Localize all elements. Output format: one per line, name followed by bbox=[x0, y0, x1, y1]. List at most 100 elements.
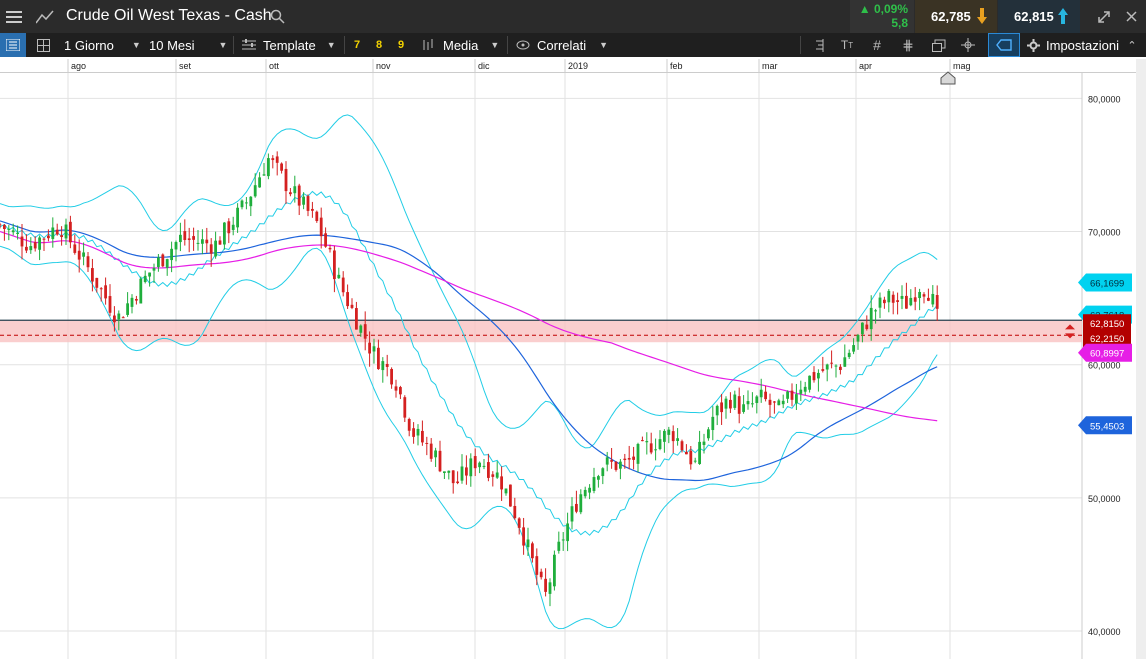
candle-body bbox=[601, 468, 605, 477]
candle-body bbox=[614, 461, 618, 470]
candle-body bbox=[834, 365, 838, 367]
sell-price: 62,785 bbox=[931, 9, 971, 24]
candle-body bbox=[421, 430, 424, 443]
candle-body bbox=[495, 472, 499, 478]
chevron-up-icon[interactable]: ⌃ bbox=[1127, 39, 1137, 52]
price-scale-icon[interactable] bbox=[810, 33, 828, 57]
candle-body bbox=[302, 196, 305, 205]
toolbar-divider bbox=[344, 36, 345, 54]
bollinger-upper bbox=[0, 114, 938, 449]
time-axis-svg: ago set ott nov dic 2019 feb mar apr mag bbox=[67, 59, 971, 72]
candle-body bbox=[385, 363, 389, 367]
instrument-title[interactable]: Crude Oil West Texas - Cash bbox=[66, 7, 272, 24]
list-view-icon[interactable] bbox=[0, 33, 26, 57]
interval-select[interactable]: 1 Giorno ▼ bbox=[64, 33, 141, 57]
candle-body bbox=[539, 571, 543, 578]
candle-body bbox=[3, 225, 6, 230]
candle-body bbox=[179, 234, 182, 243]
candle-body bbox=[258, 177, 261, 188]
candle-body bbox=[363, 324, 367, 339]
price-tag[interactable]: 55,4503 bbox=[1078, 416, 1132, 435]
correlati-button[interactable]: Correlati ▼ bbox=[516, 33, 608, 57]
candle-body bbox=[192, 236, 195, 240]
range-select[interactable]: 10 Mesi ▼ bbox=[149, 33, 227, 57]
candle-body bbox=[900, 295, 904, 299]
candle-body bbox=[170, 248, 173, 261]
settings-button[interactable]: Impostazioni bbox=[1027, 33, 1119, 57]
candle-body bbox=[0, 224, 2, 226]
copy-layers-icon[interactable] bbox=[929, 33, 949, 57]
vertical-scrollbar[interactable] bbox=[1136, 59, 1146, 659]
price-tag[interactable]: 60,8997 bbox=[1078, 343, 1132, 362]
price-tag[interactable]: 66,1699 bbox=[1078, 273, 1132, 292]
candle-body bbox=[847, 352, 851, 357]
candle-body bbox=[658, 439, 662, 450]
menu-icon[interactable] bbox=[0, 0, 28, 33]
candle-body bbox=[77, 250, 81, 260]
candle-body bbox=[663, 430, 666, 442]
drawing-slot-9[interactable]: 9 bbox=[398, 39, 405, 51]
price-band bbox=[0, 320, 1082, 343]
template-label: Template bbox=[263, 37, 316, 53]
layout-grid-icon[interactable] bbox=[33, 33, 53, 57]
candle-body bbox=[135, 298, 138, 301]
price-tag-label: 62,2150 bbox=[1090, 334, 1124, 345]
candle-body bbox=[333, 250, 336, 280]
candle-body bbox=[460, 466, 464, 481]
candle-body bbox=[403, 397, 407, 418]
bollinger-middle bbox=[0, 190, 938, 536]
candle-body bbox=[86, 256, 90, 268]
price-tag-box bbox=[1078, 343, 1132, 362]
drawing-slot-8[interactable]: 8 bbox=[376, 39, 383, 51]
candle-body bbox=[821, 369, 825, 371]
candle-body bbox=[504, 488, 508, 494]
candle-body bbox=[878, 297, 882, 308]
candle-body bbox=[667, 429, 671, 435]
scroll-marker-icon[interactable] bbox=[940, 71, 956, 85]
candle-body bbox=[720, 402, 723, 413]
price-tag[interactable]: 62,8150 bbox=[1083, 314, 1131, 333]
candle-body bbox=[526, 539, 530, 548]
candle-body bbox=[689, 450, 693, 465]
sell-price-button[interactable]: 62,785 bbox=[915, 0, 997, 33]
candle-body bbox=[143, 275, 147, 283]
candle-body bbox=[434, 450, 437, 458]
template-button[interactable]: Template ▼ bbox=[242, 33, 336, 57]
toolbar-divider bbox=[233, 36, 234, 54]
drawing-slot-7[interactable]: 7 bbox=[354, 39, 361, 51]
candle-body bbox=[289, 192, 292, 195]
crosshair-grid-icon[interactable]: ⋕ bbox=[902, 36, 914, 53]
chart-canvas[interactable]: 80,0000 70,0000 60,0000 50,0000 40,0000 66,16… bbox=[0, 73, 1146, 659]
candle-body bbox=[561, 539, 565, 541]
buy-price-button[interactable]: 62,815 bbox=[998, 0, 1080, 33]
candle-body bbox=[253, 185, 257, 197]
change-percent: ▲ 0,09% bbox=[858, 2, 908, 16]
chart-type-icon[interactable] bbox=[32, 0, 58, 33]
crosshair-icon[interactable] bbox=[957, 33, 979, 57]
arrow-down-icon bbox=[1065, 333, 1075, 339]
price-chart[interactable]: 80,0000 70,0000 60,0000 50,0000 40,0000 66,16… bbox=[0, 73, 1146, 659]
search-icon[interactable] bbox=[267, 0, 287, 33]
candle-body bbox=[764, 391, 767, 400]
price-tag[interactable]: 62,2150 bbox=[1083, 329, 1131, 348]
price-tag-label: 66,1699 bbox=[1090, 279, 1124, 290]
candle-body bbox=[82, 252, 85, 257]
expand-icon[interactable] bbox=[1093, 0, 1115, 33]
candle-body bbox=[293, 186, 297, 194]
media-button[interactable]: Media ▼ bbox=[422, 33, 499, 57]
grid-icon[interactable]: # bbox=[873, 37, 881, 53]
candle-body bbox=[315, 211, 319, 222]
close-icon[interactable] bbox=[1120, 0, 1142, 33]
candle-body bbox=[130, 297, 134, 307]
candle-body bbox=[579, 494, 583, 513]
candle-body bbox=[922, 294, 926, 297]
candle-body bbox=[11, 230, 15, 233]
candle-body bbox=[491, 474, 495, 477]
template-icon bbox=[242, 39, 256, 50]
candle-body bbox=[350, 304, 354, 308]
tag-tool-icon[interactable] bbox=[988, 33, 1020, 57]
chevron-down-icon: ▼ bbox=[131, 40, 141, 50]
candle-body bbox=[377, 347, 380, 370]
price-tag-label: 62,8150 bbox=[1090, 319, 1124, 330]
